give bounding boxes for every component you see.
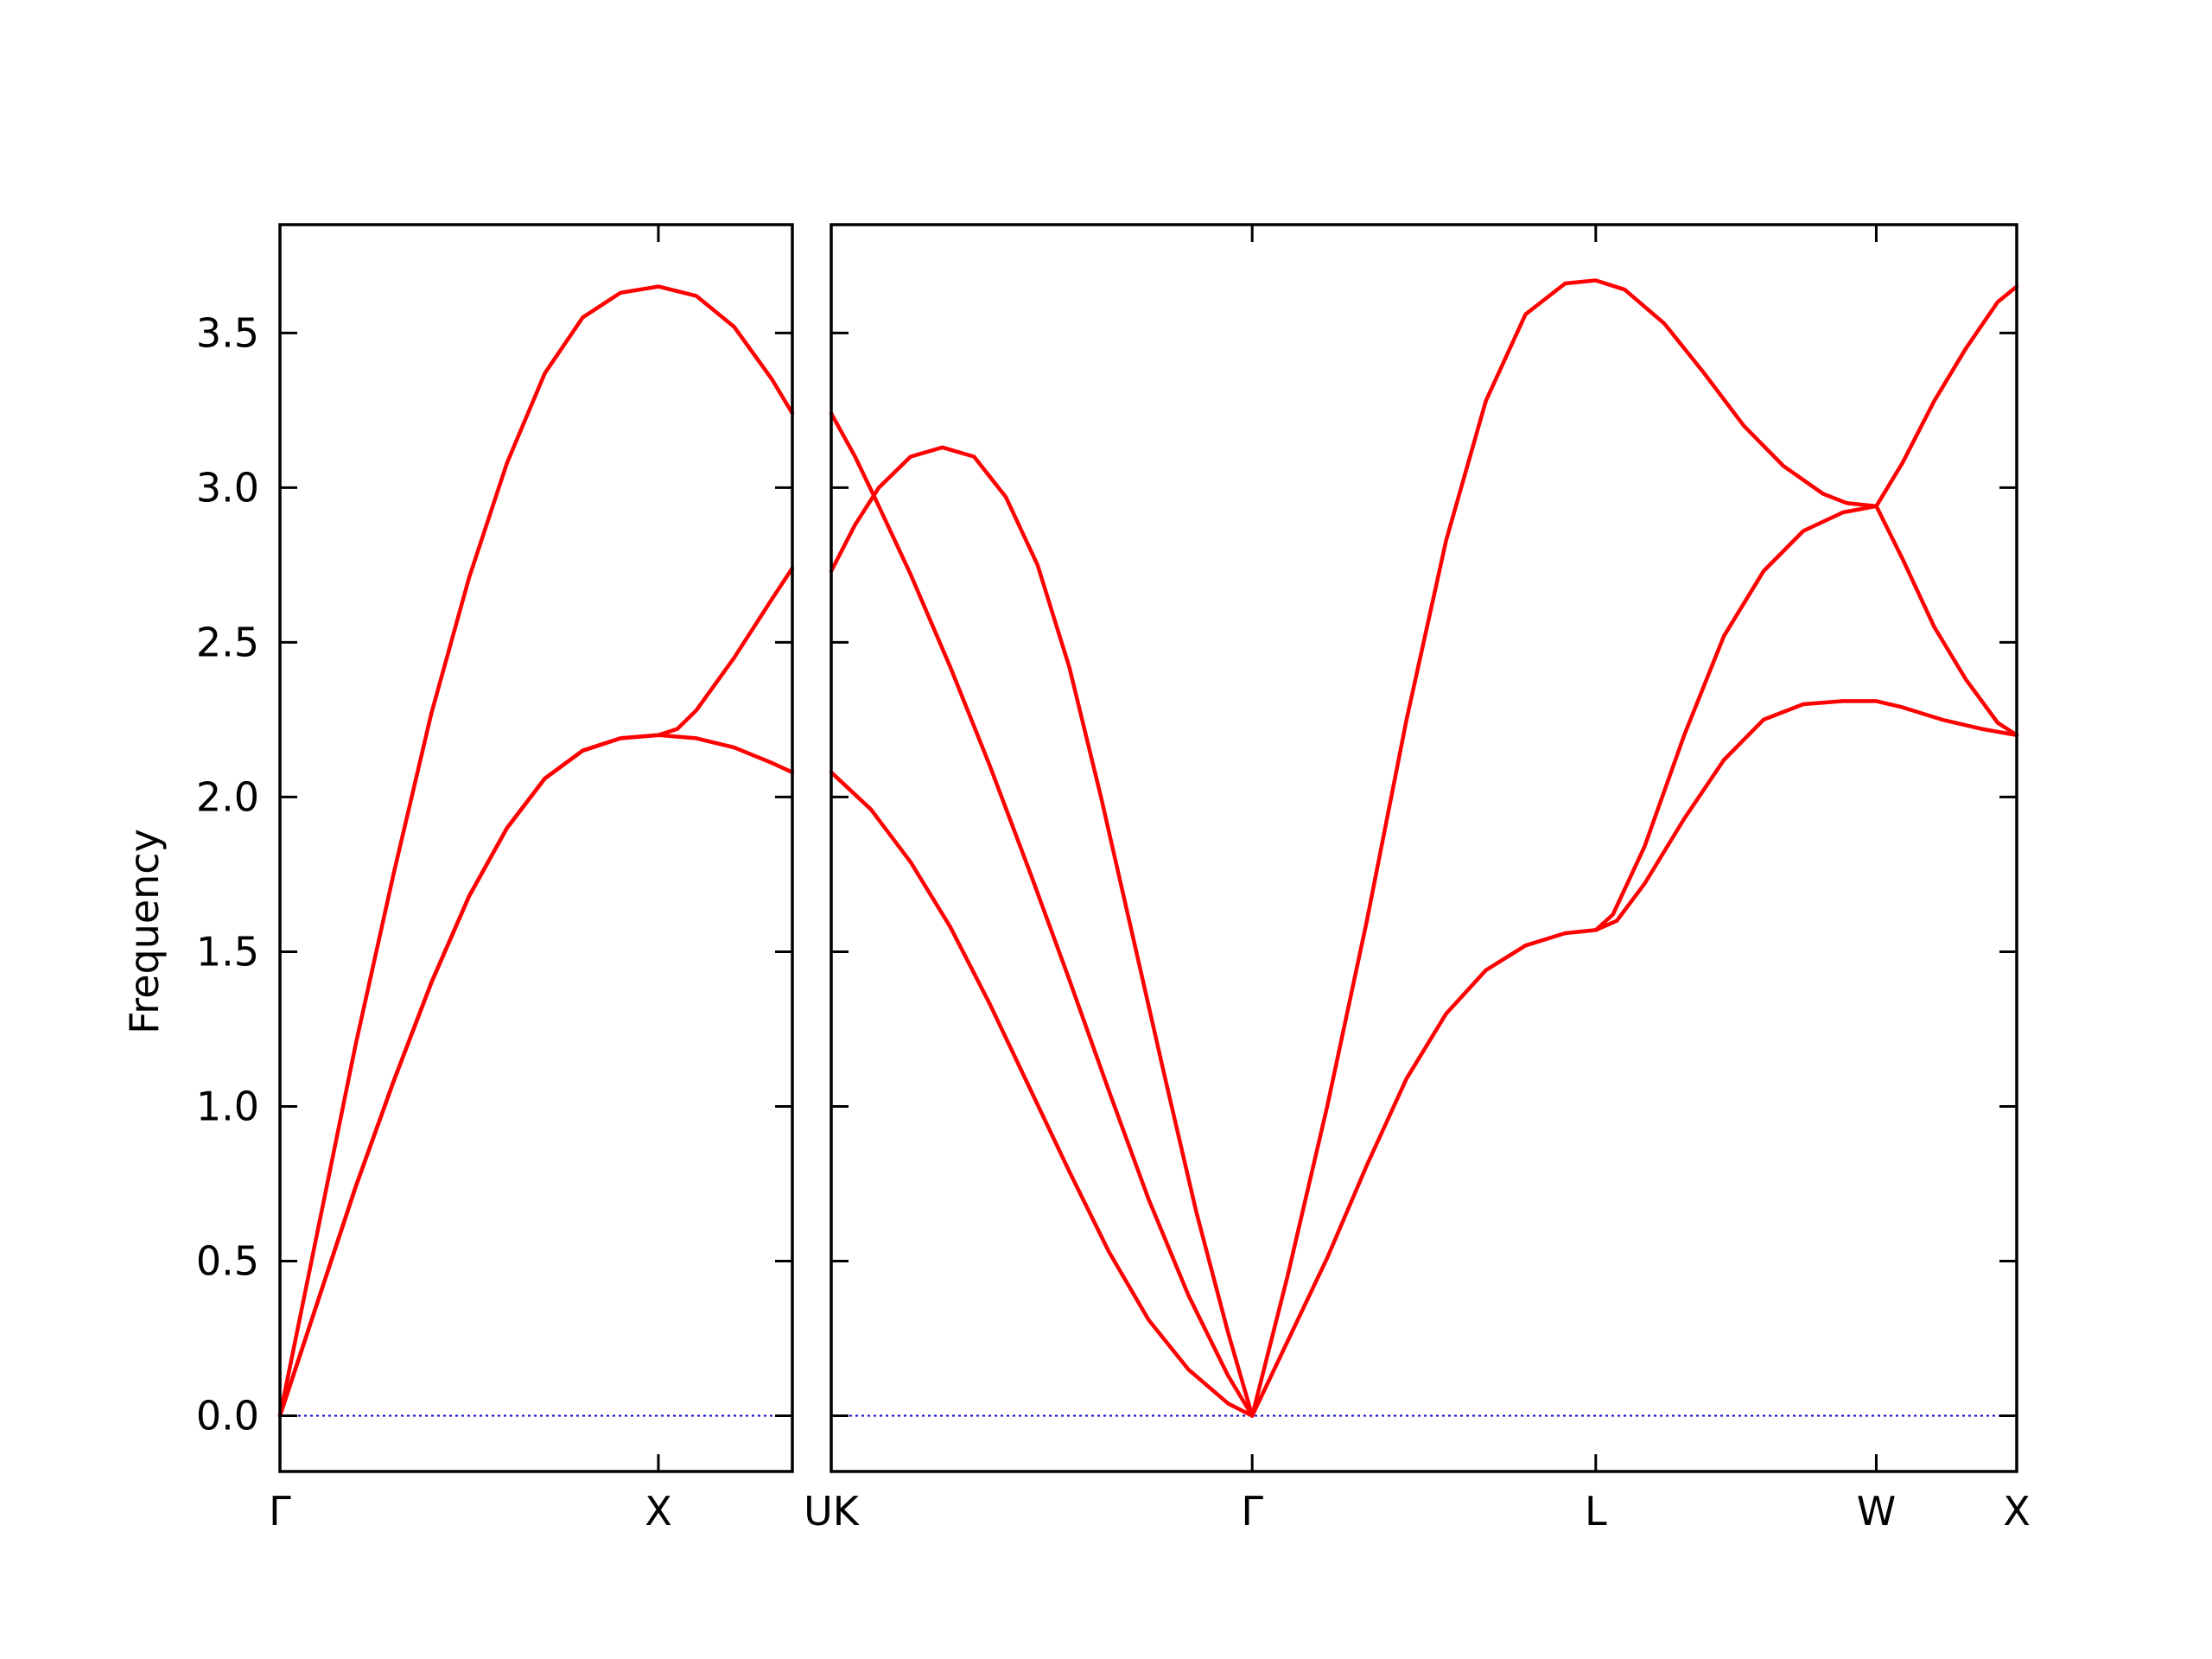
panel-frame: [830, 223, 2018, 1473]
y-tick-label: 3.0: [196, 464, 259, 511]
y-tick-label: 2.0: [196, 773, 259, 820]
phonon-band-1-3: [1249, 278, 2019, 1418]
phonon-band-1-0: [829, 445, 1255, 1418]
phonon-band-1-2: [829, 770, 1255, 1418]
y-tick-label: 3.5: [196, 309, 259, 356]
phonon-band-1-4: [1249, 699, 2019, 1418]
y-tick-label: 1.0: [196, 1083, 259, 1129]
phonon-band-1-1: [829, 411, 1255, 1418]
x-tick-label: L: [1585, 1488, 1607, 1535]
x-tick-label: Γ: [269, 1488, 291, 1535]
x-tick-label: UK: [804, 1488, 861, 1535]
phonon-band-0-1: [277, 733, 795, 1418]
y-axis-title: Frequency: [121, 829, 168, 1034]
panel-k-gamma-l-w-x: UK Γ L W X: [804, 223, 2031, 1535]
y-tick-labels: 0.0 0.5 1.0 1.5 2.0 2.5 3.0 3.5: [196, 309, 259, 1439]
y-tick-label: 1.5: [196, 928, 259, 975]
x-tick-label: Γ: [1241, 1488, 1263, 1535]
y-tick-label: 0.5: [196, 1238, 259, 1285]
x-tick-label: X: [2003, 1488, 2031, 1535]
phonon-band-0-0: [277, 284, 795, 1418]
x-tick-label: W: [1857, 1488, 1896, 1535]
y-tick-label: 0.0: [196, 1393, 259, 1440]
y-tick-label: 2.5: [196, 619, 259, 665]
phonon-band-1-5: [1593, 504, 2019, 932]
x-tick-label: X: [645, 1488, 672, 1535]
panel-frame: [278, 223, 794, 1473]
phonon-band-0-2: [277, 566, 795, 1418]
